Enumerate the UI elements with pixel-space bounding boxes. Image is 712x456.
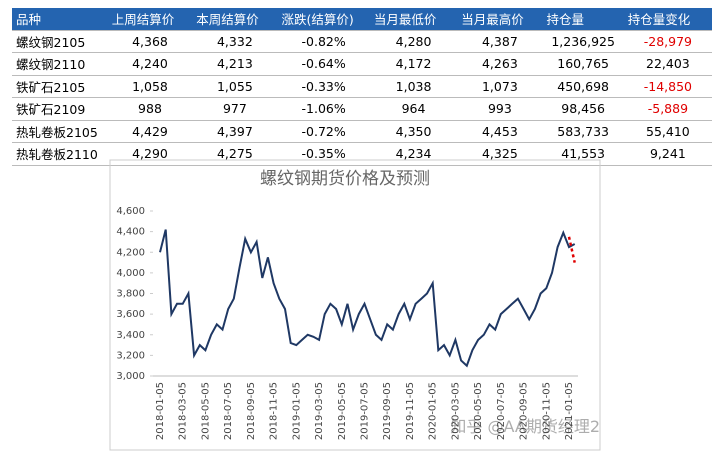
table-cell: 持仓量变化 [623,8,712,31]
line-series [567,236,576,263]
table-cell: 98,456 [542,97,624,121]
x-tick-label: 2018-11-05 [269,382,280,440]
y-tick-label: 4,400 [116,227,145,238]
table-row: 热轧卷板2110 4,290 4,275 -0.35% 4,234 4,325 41,553… [12,142,712,166]
table-cell: 993 [457,97,543,121]
watermark: 知乎 @AA期货经理2 [450,417,600,436]
table-cell: 4,453 [457,120,543,143]
table-cell: 977 [192,97,278,121]
table-cell: -0.64% [277,52,370,76]
table-cell: 1,038 [369,75,458,98]
table-cell: 22,403 [623,52,712,76]
x-tick-label: 2018-09-05 [246,382,257,440]
table-cell: 4,240 [107,52,193,76]
y-tick-label: 3,000 [116,371,145,382]
x-tick-label: 2019-05-05 [337,382,348,440]
table-cell: -1.06% [277,97,370,121]
table-cell: 螺纹钢2110 [12,52,108,76]
table-cell: 988 [107,97,193,121]
table-cell: 1,055 [192,75,278,98]
y-tick-label: 3,200 [116,350,145,361]
table-cell: 当月最低价 [369,8,458,31]
table-cell: 964 [369,97,458,121]
x-tick-label: 2019-09-05 [382,382,393,440]
table-cell: 4,263 [457,52,543,76]
line-series [159,229,576,368]
table-cell: -28,979 [623,30,712,53]
table-cell: 上周结算价 [107,8,193,31]
x-tick-label: 2020-07-05 [496,382,507,440]
y-tick-label: 3,800 [116,289,145,300]
x-tick-label: 2018-03-05 [178,382,189,440]
table-cell: -14,850 [623,75,712,98]
x-tick-label: 2020-05-05 [473,382,484,440]
y-tick-label: 4,200 [116,247,145,258]
table-cell: 铁矿石2109 [12,97,108,121]
table-cell: 热轧卷板2105 [12,120,108,143]
x-tick-label: 2021-01-05 [564,382,575,440]
table-row: 铁矿石2105 1,058 1,055 -0.33% 1,038 1,073 450,698… [12,75,712,98]
table-cell: 583,733 [542,120,624,143]
table-cell: 4,397 [192,120,278,143]
table-cell: 4,280 [369,30,458,53]
x-tick-label: 2018-05-05 [200,382,211,440]
table-cell: 160,765 [542,52,624,76]
x-tick-label: 2019-03-05 [314,382,325,440]
x-tick-label: 2018-07-05 [223,382,234,440]
table-cell: 品种 [12,8,108,31]
table-cell: 铁矿石2105 [12,75,108,98]
table-cell: 4,429 [107,120,193,143]
x-tick-label: 2019-01-05 [291,382,302,440]
table-cell: 55,410 [623,120,712,143]
x-tick-label: 2019-07-05 [360,382,371,440]
table-row: 品种 上周结算价 本周结算价 涨跌(结算价) 当月最低价 当月最高价 持仓量 持仓量变化 [12,8,712,31]
x-tick-label: 2018-01-05 [155,382,166,440]
price-table: 品种 上周结算价 本周结算价 涨跌(结算价) 当月最低价 当月最高价 持仓量 持仓量变化 螺纹钢… [12,8,712,166]
table-cell: 4,368 [107,30,193,53]
table-cell: 4,350 [369,120,458,143]
table-cell: 持仓量 [542,8,624,31]
x-tick-label: 2019-11-05 [405,382,416,440]
chart-title: 螺纹钢期货价格及预测 [260,169,430,189]
table-cell: -5,889 [623,97,712,121]
table-cell: -0.82% [277,30,370,53]
table-cell: 4,387 [457,30,543,53]
y-tick-label: 4,000 [116,268,145,279]
table-cell: -0.72% [277,120,370,143]
y-tick-label: 3,600 [116,309,145,320]
table-cell: 1,058 [107,75,193,98]
x-tick-label: 2020-11-05 [541,382,552,440]
table-row: 铁矿石2109 988 977 -1.06% 964 993 98,456 -5,889 [12,97,712,121]
y-tick-label: 4,600 [116,206,145,217]
chart-frame [109,159,601,451]
table-cell: 9,241 [623,142,712,166]
table-row: 螺纹钢2110 4,240 4,213 -0.64% 4,172 4,263 160,765… [12,52,712,76]
table-cell: 450,698 [542,75,624,98]
table-cell: 4,213 [192,52,278,76]
table-cell: 涨跌(结算价) [277,8,370,31]
y-tick-label: 3,400 [116,330,145,341]
table-row: 热轧卷板2105 4,429 4,397 -0.72% 4,350 4,453 583,73… [12,120,712,143]
table-cell: 本周结算价 [192,8,278,31]
table-row: 螺纹钢2105 4,368 4,332 -0.82% 4,280 4,387 1,236,9… [12,30,712,53]
table-cell: -0.33% [277,75,370,98]
x-tick-label: 2020-03-05 [450,382,461,440]
x-tick-label: 2020-01-05 [428,382,439,440]
x-tick-label: 2020-09-05 [519,382,530,440]
table-cell: 4,332 [192,30,278,53]
table-cell: 热轧卷板2110 [12,142,108,166]
table-cell: 当月最高价 [457,8,543,31]
table-cell: 1,073 [457,75,543,98]
table-cell: 1,236,925 [542,30,624,53]
table-cell: 螺纹钢2105 [12,30,108,53]
table-cell: 4,172 [369,52,458,76]
